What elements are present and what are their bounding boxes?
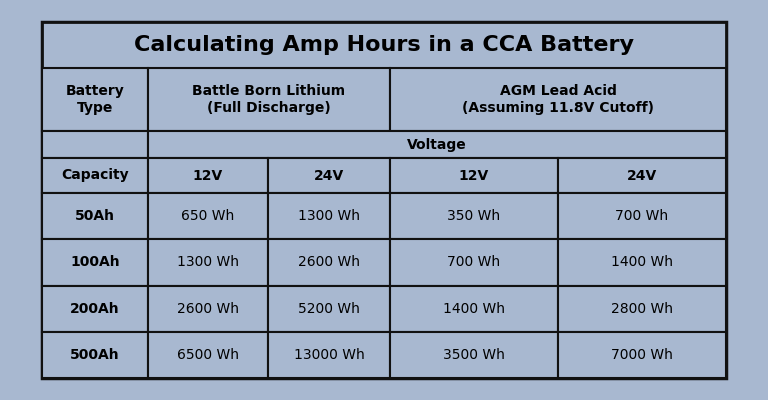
Bar <box>268 332 390 378</box>
Bar <box>42 193 148 239</box>
Bar <box>42 239 148 286</box>
Text: Calculating Amp Hours in a CCA Battery: Calculating Amp Hours in a CCA Battery <box>134 35 634 55</box>
Text: 700 Wh: 700 Wh <box>615 209 669 223</box>
Text: 1300 Wh: 1300 Wh <box>298 209 360 223</box>
Text: 700 Wh: 700 Wh <box>448 255 501 269</box>
Text: 100Ah: 100Ah <box>70 255 120 269</box>
Text: Battery
Type: Battery Type <box>65 84 124 115</box>
Text: 5200 Wh: 5200 Wh <box>298 302 360 316</box>
Bar <box>268 193 390 239</box>
Text: 2600 Wh: 2600 Wh <box>298 255 360 269</box>
Bar <box>148 68 390 131</box>
Bar <box>148 193 268 239</box>
Bar <box>390 158 558 193</box>
Bar <box>148 158 268 193</box>
Text: 350 Wh: 350 Wh <box>448 209 501 223</box>
Text: Battle Born Lithium
(Full Discharge): Battle Born Lithium (Full Discharge) <box>193 84 346 115</box>
Bar <box>268 286 390 332</box>
Bar <box>42 22 726 68</box>
Bar <box>42 68 148 131</box>
Bar <box>558 239 726 286</box>
Bar <box>268 239 390 286</box>
Text: 2600 Wh: 2600 Wh <box>177 302 239 316</box>
Bar <box>148 286 268 332</box>
Text: 2800 Wh: 2800 Wh <box>611 302 673 316</box>
Bar <box>268 158 390 193</box>
Text: 3500 Wh: 3500 Wh <box>443 348 505 362</box>
Text: 650 Wh: 650 Wh <box>181 209 235 223</box>
Bar <box>42 22 726 378</box>
Text: 500Ah: 500Ah <box>70 348 120 362</box>
Text: 1300 Wh: 1300 Wh <box>177 255 239 269</box>
Text: 200Ah: 200Ah <box>70 302 120 316</box>
Bar <box>148 332 268 378</box>
Bar <box>148 131 726 158</box>
Bar <box>42 131 148 158</box>
Bar <box>390 239 558 286</box>
Bar <box>558 193 726 239</box>
Text: 1400 Wh: 1400 Wh <box>443 302 505 316</box>
Text: 24V: 24V <box>314 168 344 182</box>
Text: 24V: 24V <box>627 168 657 182</box>
Bar <box>558 332 726 378</box>
Text: AGM Lead Acid
(Assuming 11.8V Cutoff): AGM Lead Acid (Assuming 11.8V Cutoff) <box>462 84 654 115</box>
Bar <box>390 286 558 332</box>
Text: 13000 Wh: 13000 Wh <box>293 348 364 362</box>
Bar <box>390 193 558 239</box>
Bar <box>390 332 558 378</box>
Text: 6500 Wh: 6500 Wh <box>177 348 239 362</box>
Bar <box>42 158 148 193</box>
Text: 12V: 12V <box>458 168 489 182</box>
Bar <box>42 332 148 378</box>
Bar <box>558 286 726 332</box>
Text: 1400 Wh: 1400 Wh <box>611 255 673 269</box>
Bar <box>148 239 268 286</box>
Text: 7000 Wh: 7000 Wh <box>611 348 673 362</box>
Bar <box>42 286 148 332</box>
Text: Capacity: Capacity <box>61 168 129 182</box>
Text: 50Ah: 50Ah <box>75 209 115 223</box>
Bar <box>390 68 726 131</box>
Text: 12V: 12V <box>193 168 223 182</box>
Text: Voltage: Voltage <box>407 138 467 152</box>
Bar <box>558 158 726 193</box>
